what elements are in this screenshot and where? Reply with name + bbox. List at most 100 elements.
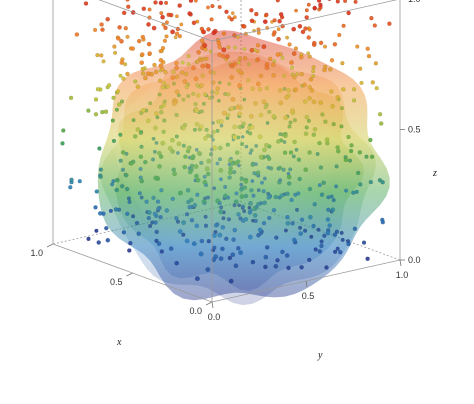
box-edge [211,0,398,42]
scatter-point [294,8,299,13]
x-tick-label: 0.0 [189,306,202,316]
scatter-point [68,185,73,190]
scatter-point [249,8,254,13]
scatter-point [249,47,255,53]
y-tick-mark [399,259,402,267]
scatter-point [130,46,136,51]
scatter-point [116,102,122,107]
scatter-point [340,61,345,66]
scatter-point [139,60,145,66]
scatter-point [254,11,259,17]
scatter-point [123,26,128,31]
scatter-point [217,4,222,10]
scatter-point [170,29,176,35]
scatter-point [77,179,82,184]
scatter-point [146,22,151,27]
scatter-point [179,22,184,27]
scatter-point [262,19,268,25]
scatter-point [201,29,207,35]
scatter-point [255,49,260,54]
scatter-point [104,225,109,231]
scatter-point [117,25,122,30]
scatter-point [69,177,74,182]
scatter-point [293,46,298,51]
scatter-point [306,51,311,56]
scatter-point [111,95,116,100]
scatter-point [93,205,98,210]
scatter-point [100,27,105,32]
scatter-point [242,24,247,29]
scatter-point [387,21,392,26]
scatter-point [193,0,198,3]
scatter-point [374,86,379,91]
scatter-point [103,109,109,114]
scatter-point [115,89,121,94]
scatter-point [202,43,208,49]
scatter-point [119,38,124,44]
z-tick-label: 1.0 [408,0,421,4]
scatter-point [311,65,316,70]
scatter-point [140,34,145,40]
scatter-point [133,79,138,84]
scatter-point [83,1,89,6]
x-axis-label: x [116,337,122,348]
scatter-point [304,15,309,20]
scatter-point [306,35,311,40]
scatter-point [300,29,306,35]
scatter-point [112,44,117,49]
scatter-point [140,71,146,76]
scatter-point [158,48,163,54]
scatter-point [366,53,372,59]
scatter-point [277,18,282,24]
scatter-point [272,30,277,35]
scatter-point [95,53,100,58]
scatter-point [304,8,309,13]
scatter-point [158,58,164,63]
scatter-point [346,10,351,16]
scatter-point [93,27,98,32]
scatter-point [121,76,126,81]
scatter-point [242,47,247,51]
isosurface-highlight [112,51,344,252]
scatter-point [299,55,304,60]
scatter-point [145,71,151,77]
scatter-point [256,30,261,35]
scatter-point [206,27,211,32]
scatter-point [311,69,316,74]
x-tick-label: 1.0 [30,248,43,258]
scatter-point [297,23,303,29]
scatter-point [125,71,130,77]
scatter-point [291,26,297,32]
scatter-point [289,60,294,65]
scatter-point [217,44,222,50]
scatter-point [191,20,197,26]
scatter-point [209,17,214,22]
scatter-point [105,16,110,22]
z-tick-label: 0.0 [408,255,421,265]
scatter-point [93,112,99,117]
scatter-point [328,67,333,72]
scatter-point [353,0,358,4]
scatter-point [211,30,217,36]
scatter-point [86,108,91,113]
scatter-point [221,47,227,53]
scatter-point [60,141,65,146]
scatter-point [272,18,277,23]
scatter-point [278,12,284,17]
scatter-point [261,44,267,50]
y-tick-label: 0.5 [302,291,315,301]
scatter-point [287,42,292,47]
scatter-point [110,118,115,123]
y-tick-label: 0.0 [208,312,221,322]
scatter-point [126,4,131,9]
scatter-point [125,0,130,2]
scatter-point [159,11,164,16]
scatter-point [94,228,99,233]
scatter-point [210,4,215,9]
scatter-point [311,40,317,46]
scatter-point [275,0,280,3]
scatter-point [119,99,125,104]
scatter-point [177,34,183,39]
scatter-point [147,51,152,56]
